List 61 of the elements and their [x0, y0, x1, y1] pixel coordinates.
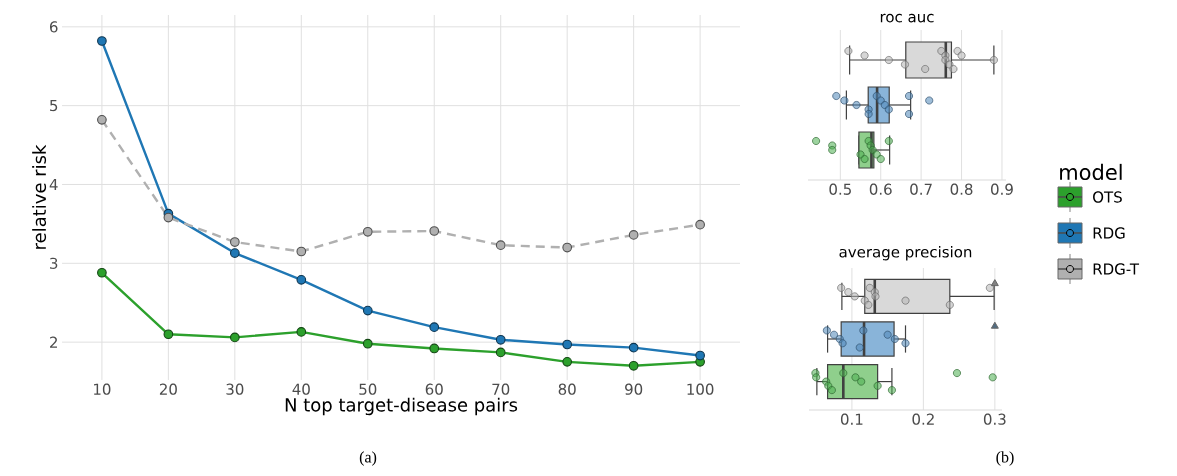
point [562, 339, 573, 350]
x-tick-label: 0.1 [840, 413, 863, 425]
x-tick-label: 90 [625, 383, 643, 395]
point [97, 114, 107, 125]
chart-title: average precision [839, 245, 972, 261]
point [229, 248, 240, 258]
point [296, 275, 307, 285]
point [362, 338, 373, 349]
point [562, 242, 573, 253]
x-tick-label: 60 [425, 383, 443, 395]
point [695, 219, 705, 230]
point [429, 343, 440, 354]
x-tick-label: 0.9 [991, 183, 1013, 195]
x-tick-label: 10 [94, 383, 111, 395]
point [562, 357, 573, 367]
y-tick-label: 4 [49, 179, 58, 190]
x-tick-label: 0.2 [912, 413, 934, 425]
point [97, 36, 107, 46]
point [296, 327, 307, 337]
x-tick-label: 0.3 [983, 413, 1006, 425]
x-tick-label: 0.5 [829, 183, 851, 195]
point [628, 230, 639, 240]
point [495, 347, 506, 358]
point [695, 350, 705, 361]
legend-label: OTS [1093, 191, 1122, 203]
y-tick-label: 3 [50, 257, 58, 269]
point [495, 240, 506, 251]
point [429, 322, 440, 333]
point [296, 246, 307, 257]
legend-title: model [1060, 163, 1122, 181]
point [628, 360, 639, 371]
x-tick-label: 40 [292, 383, 310, 395]
y-tick-label: 6 [49, 21, 58, 33]
legend-label: RDG [1093, 227, 1125, 239]
text: (b) [996, 451, 1014, 466]
x-tick-label: 30 [226, 383, 244, 395]
point [429, 226, 440, 236]
point [163, 329, 174, 340]
x-tick-label: 0.7 [910, 183, 932, 195]
x-tick-label: 0.6 [869, 183, 892, 195]
text: (a) [359, 451, 377, 466]
x-tick-label: 70 [492, 383, 510, 395]
point [229, 237, 240, 247]
x-tick-label: 20 [159, 383, 177, 395]
point [362, 305, 373, 316]
legend-label: RDG-T [1093, 263, 1140, 275]
chart-title: roc auc [880, 13, 934, 23]
y-tick-label: 5 [50, 100, 58, 112]
point [495, 334, 506, 345]
point [163, 212, 174, 223]
x-axis-title: N top target-disease pairs [285, 397, 518, 416]
point [97, 267, 107, 278]
x-tick-label: 80 [558, 383, 576, 395]
point [229, 332, 240, 343]
x-tick-label: 0.8 [950, 183, 973, 195]
y-axis-title: relative risk [32, 144, 47, 249]
x-tick-label: 100 [687, 383, 714, 395]
point [628, 342, 639, 353]
x-tick-label: 50 [359, 383, 377, 395]
point [362, 226, 373, 237]
y-tick-label: 2 [50, 336, 57, 348]
